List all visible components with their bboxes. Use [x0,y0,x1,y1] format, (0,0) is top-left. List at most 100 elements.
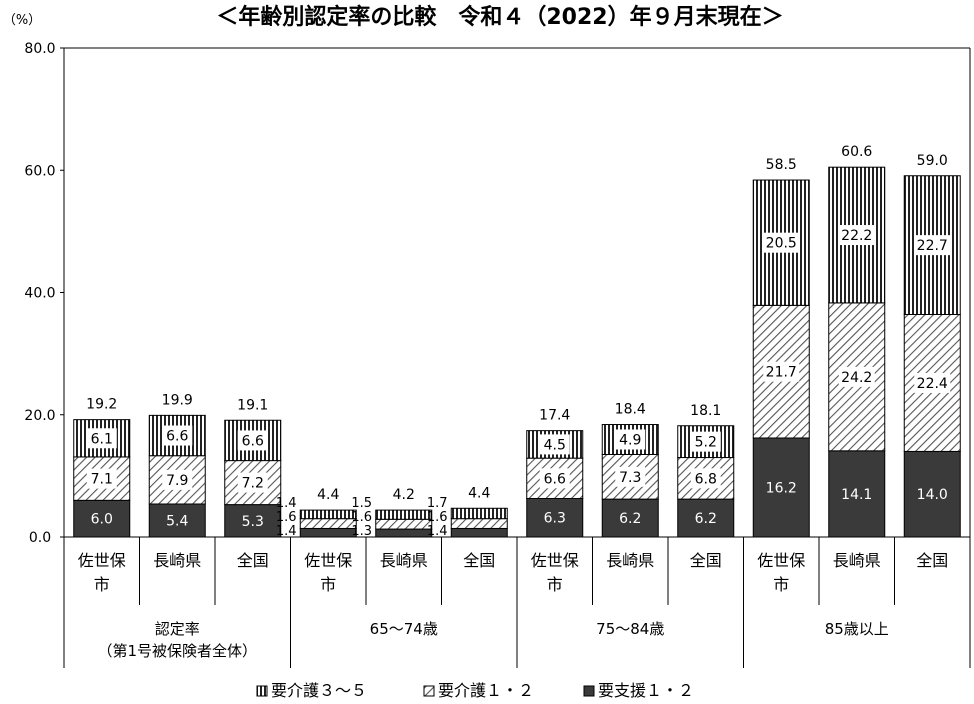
data-label-background [162,425,193,446]
x-tick-label: 佐世保 [304,551,352,570]
data-label-background [86,468,117,489]
data-label: 5.4 [166,513,188,529]
bar-segment [450,527,508,538]
bar-segment [677,498,735,538]
total-label: 17.4 [539,408,570,424]
data-label-background [237,430,268,451]
x-tick-label: 長崎県 [380,551,428,570]
data-label: 7.9 [166,473,188,489]
group-label: （第1号被保険者全体） [97,642,257,660]
x-tick-label: 佐世保 [757,551,805,570]
data-label: 24.2 [841,370,872,386]
x-tick-label: 市 [547,575,563,594]
total-label: 19.9 [162,392,193,408]
data-label-background [86,428,117,449]
legend-swatch [583,685,595,697]
chart-title: ＜年齢別認定率の比較 令和４（2022）年９月末現在＞ [216,4,783,30]
total-label: 18.4 [615,402,646,418]
data-label: 7.3 [619,470,641,486]
x-tick-label: 長崎県 [833,551,881,570]
legend: 要介護３～５ 要介護１・２ 要支援１・２ [256,681,694,700]
group-label: 85歳以上 [825,620,889,638]
data-label: 22.4 [917,376,948,392]
data-label-background [690,431,721,452]
data-label: 6.8 [695,471,717,487]
x-tick-label: 長崎県 [153,551,201,570]
data-label: 1.7 [427,496,448,511]
group-label: 認定率 [155,620,200,638]
data-label-background [615,466,646,487]
total-label: 60.6 [841,144,872,160]
data-label: 22.7 [917,238,948,254]
data-label: 14.1 [841,487,872,503]
data-label-background [237,472,268,493]
bar-segment [224,504,282,538]
data-label-background [838,366,875,387]
total-label: 4.4 [468,485,490,501]
x-tick-label: 全国 [690,551,722,570]
x-tick-label: 全国 [463,551,495,570]
bar-segment [375,528,433,538]
data-label: 6.6 [242,433,264,449]
x-tick-label: 佐世保 [531,551,579,570]
data-label: 14.0 [917,487,948,503]
legend-label: 要介護３～５ [271,681,367,700]
data-label: 22.2 [841,228,872,244]
data-label-background [539,468,570,489]
bar-segment [601,498,659,538]
data-label: 4.9 [619,433,641,449]
total-label: 58.5 [766,157,797,173]
bar-series: 6.0 7.1 6.1 19.2 5.4 7.9 6.6 19.9 5.3 7.2 6.6 19.1 1… [73,144,961,539]
group-label: 65～74歳 [370,620,438,638]
data-label: 6.6 [166,429,188,445]
data-label: 6.0 [91,512,113,528]
x-tick-label: 市 [94,575,110,594]
legend-swatch [423,685,435,697]
data-label: 1.4 [276,496,297,511]
y-unit-label: （%） [3,13,41,28]
data-label: 7.1 [91,472,113,488]
data-label: 1.4 [427,524,448,539]
data-label: 6.2 [695,511,717,527]
x-tick-label: 市 [320,575,336,594]
data-label-background [615,429,646,450]
bar-segment [375,518,433,530]
bar-segment [299,518,357,529]
bar-segment [828,450,886,538]
bar-segment [828,166,886,304]
data-label: 6.6 [544,471,566,487]
total-label: 19.2 [86,397,117,413]
data-label-background [162,469,193,490]
bar-segment [299,509,357,520]
total-label: 4.2 [393,487,415,503]
x-tick-label: 長崎県 [606,551,654,570]
data-label: 5.3 [242,514,264,530]
data-label-background [539,434,570,455]
legend-label: 要介護１・２ [438,681,534,700]
data-label: 6.1 [91,431,113,447]
legend-label: 要支援１・２ [598,681,694,700]
legend-swatch [256,685,268,697]
x-tick-label: 全国 [237,551,269,570]
data-label-background [763,361,800,382]
x-tick-label: 全国 [916,551,948,570]
data-label: 20.5 [766,236,797,252]
y-tick-label: 60.0 [24,163,55,179]
total-label: 4.4 [317,487,339,503]
y-tick-label: 40.0 [24,286,55,302]
bar-segment [375,509,433,520]
data-label: 5.2 [695,435,717,451]
bar-segment [299,527,357,538]
group-label: 75～84歳 [596,620,664,638]
data-label-background [838,225,875,246]
total-label: 19.1 [237,397,268,413]
data-label: 1.5 [351,496,372,511]
data-label: 1.3 [351,524,372,539]
x-tick-label: 佐世保 [78,551,126,570]
data-label: 1.6 [276,510,297,525]
data-label: 6.2 [619,511,641,527]
bar-segment [450,507,508,520]
data-label: 1.6 [427,510,448,525]
